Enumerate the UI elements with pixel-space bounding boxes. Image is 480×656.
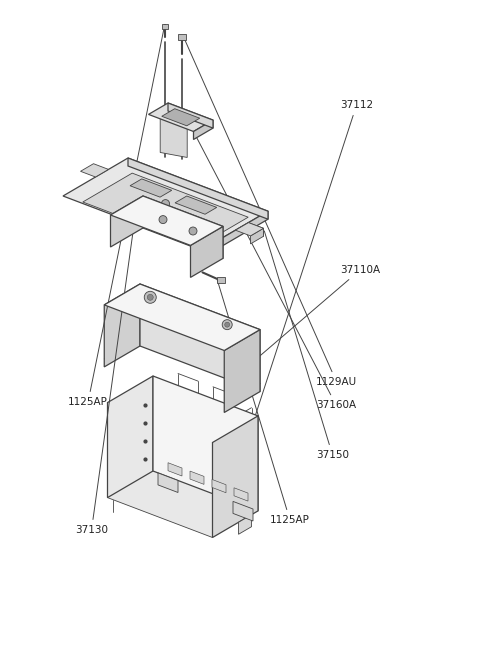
Polygon shape (190, 471, 204, 484)
Bar (216, 277, 225, 283)
Polygon shape (143, 196, 223, 258)
Polygon shape (63, 158, 268, 249)
Polygon shape (110, 196, 143, 247)
Polygon shape (224, 329, 260, 413)
Circle shape (147, 295, 153, 300)
Circle shape (189, 227, 197, 235)
Circle shape (161, 199, 169, 207)
Polygon shape (129, 198, 167, 215)
Polygon shape (140, 284, 260, 392)
Bar (162, 24, 168, 30)
Polygon shape (160, 117, 187, 157)
Polygon shape (128, 158, 268, 219)
Polygon shape (104, 284, 260, 350)
Polygon shape (168, 103, 213, 128)
Text: 1125AP: 1125AP (217, 280, 310, 525)
Polygon shape (212, 480, 226, 493)
Text: 1129AU: 1129AU (183, 37, 357, 387)
Polygon shape (249, 222, 264, 236)
Text: 37112: 37112 (236, 100, 373, 474)
Polygon shape (251, 228, 264, 244)
Polygon shape (83, 173, 248, 246)
Polygon shape (236, 222, 264, 236)
Polygon shape (110, 196, 223, 245)
Polygon shape (108, 376, 153, 498)
Circle shape (222, 319, 232, 330)
Polygon shape (203, 211, 268, 257)
Circle shape (159, 216, 167, 224)
Polygon shape (162, 109, 200, 126)
Bar (178, 34, 186, 40)
Polygon shape (148, 103, 213, 131)
Polygon shape (233, 501, 253, 521)
Polygon shape (153, 376, 258, 511)
Text: 37160A: 37160A (195, 134, 356, 410)
Polygon shape (168, 462, 182, 476)
Polygon shape (130, 179, 172, 197)
Polygon shape (239, 515, 252, 534)
Text: 37150: 37150 (264, 231, 349, 460)
Polygon shape (158, 473, 178, 493)
Polygon shape (108, 403, 213, 537)
Polygon shape (175, 196, 217, 215)
Polygon shape (191, 226, 223, 277)
Polygon shape (193, 120, 213, 140)
Polygon shape (81, 164, 108, 177)
Polygon shape (213, 416, 258, 537)
Polygon shape (234, 488, 248, 501)
Circle shape (144, 291, 156, 303)
Polygon shape (104, 284, 140, 367)
Text: 37110A: 37110A (244, 265, 380, 369)
Text: 37130: 37130 (75, 199, 138, 535)
Text: 1125AP: 1125AP (68, 25, 165, 407)
Circle shape (225, 322, 230, 327)
